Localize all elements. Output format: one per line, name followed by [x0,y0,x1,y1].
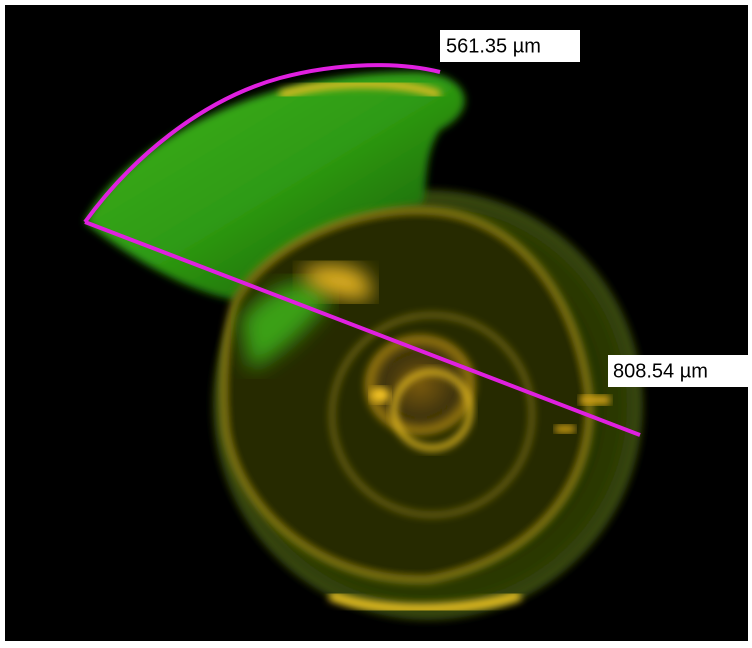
measure-label: 561.35 µm [446,35,541,57]
micrograph: 561.35 µm 808.54 µm [0,0,752,648]
page: {"annotations": [{"label": "561.35 µm"},… [0,0,752,648]
measure-label: 808.54 µm [613,360,708,382]
